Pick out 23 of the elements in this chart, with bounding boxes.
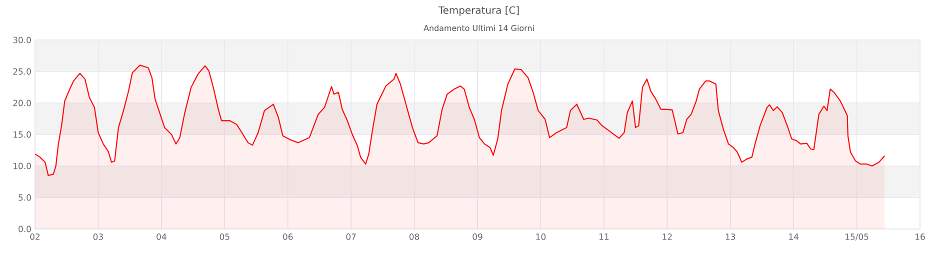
x-tick-label: 06 <box>283 234 293 240</box>
x-tick-label: 12 <box>662 234 672 240</box>
x-tick-label: 07 <box>346 234 356 240</box>
x-tick-label: 05 <box>220 234 230 240</box>
y-tick-label: 15.0 <box>14 131 31 138</box>
y-tick-label: 10.0 <box>14 162 31 170</box>
y-tick-label: 25.0 <box>13 68 31 75</box>
y-tick-label: 0.0 <box>18 226 31 232</box>
y-tick-label: 20.0 <box>13 100 31 106</box>
x-tick-label: 02 <box>30 234 40 240</box>
x-tick-label: 03 <box>93 234 103 240</box>
y-tick-label: 30.0 <box>13 36 31 44</box>
x-tick-label: 10 <box>536 234 546 240</box>
x-tick-label: 16 <box>916 234 925 240</box>
x-tick-label: 14 <box>789 234 798 240</box>
x-tick-label: 13 <box>726 234 736 240</box>
x-tick-label: 11 <box>599 234 609 240</box>
x-tick-label: 08 <box>409 234 420 240</box>
x-tick-label: 09 <box>472 234 482 240</box>
y-tick-label: 5.0 <box>18 194 31 201</box>
chart-title: Temperatura [C] <box>438 6 519 16</box>
x-tick-label: 15/05 <box>846 234 868 241</box>
x-tick-label: 04 <box>156 234 166 240</box>
